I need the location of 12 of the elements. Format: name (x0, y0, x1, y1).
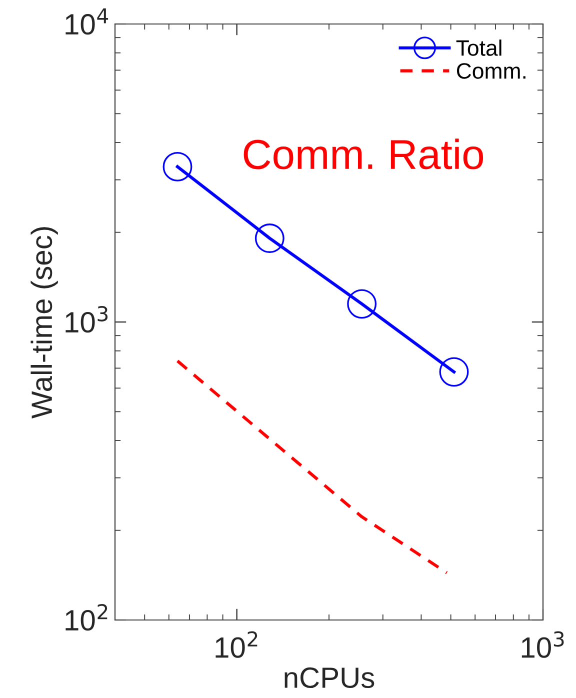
point (347, 289, 377, 319)
point (162, 152, 192, 182)
point (439, 357, 469, 387)
legend-label: Total (456, 40, 502, 56)
y-axis-title: Wall-time (sec) (30, 227, 58, 419)
x-axis-title: nCPUs (284, 667, 374, 688)
y-tick-label: 10$^{4}$ (66, 8, 108, 35)
legend-label: Comm. (456, 63, 526, 79)
y-tick-label: 10$^{2}$ (66, 604, 108, 631)
y-tick-label: 10$^{3}$ (66, 306, 108, 333)
point (254, 224, 284, 253)
annotation: Comm. Ratio (244, 138, 484, 170)
